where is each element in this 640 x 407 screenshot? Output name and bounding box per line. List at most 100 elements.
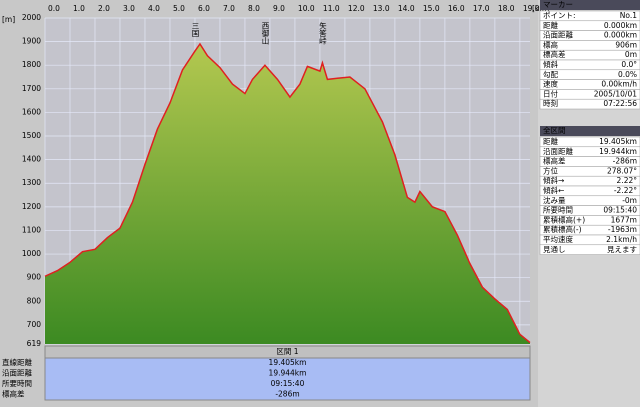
section-label: 沿面距離: [2, 368, 32, 378]
row-label: 距離: [543, 136, 558, 146]
row-value: 0.000km: [604, 31, 637, 40]
x-tick-label: 16.0: [448, 4, 465, 13]
row-label: 速度: [543, 79, 558, 89]
peak-label: 三国: [191, 22, 200, 38]
row-label: 累積標高(+): [543, 214, 585, 224]
y-tick-label: 1300: [22, 178, 41, 187]
y-tick-label: 1000: [22, 249, 41, 258]
x-tick-label: 12.0: [348, 4, 365, 13]
row-value: 19.405km: [599, 137, 637, 146]
x-tick-label: 15.0: [423, 4, 440, 13]
row-value: 1677m: [611, 215, 637, 224]
row-label: 平均速度: [543, 234, 573, 244]
section-value: -286m: [275, 390, 299, 399]
panel-title-bg: [540, 0, 640, 10]
x-tick-label: 11.0: [323, 4, 340, 13]
row-label: 沿面距離: [543, 30, 573, 40]
row-label: 沿面距離: [543, 146, 573, 156]
y-tick-label: 1500: [22, 131, 41, 140]
row-value: 0.00km/h: [601, 80, 637, 89]
x-tick-label: 9.0: [273, 4, 285, 13]
x-tick-label: 5.0: [173, 4, 185, 13]
x-tick-label: 3.0: [123, 4, 135, 13]
row-value: 2005/10/01: [594, 89, 637, 98]
row-value: 見えます: [607, 245, 637, 254]
x-tick-label: 17.0: [473, 4, 490, 13]
row-label: 傾斜←: [543, 185, 564, 195]
panel-row: [539, 98, 640, 110]
row-value: 0.000km: [604, 21, 637, 30]
row-value: -2.22°: [614, 186, 637, 195]
row-label: 傾斜→: [543, 175, 564, 185]
row-label: 方位: [543, 165, 558, 175]
peak-label: 西御山: [261, 22, 270, 46]
row-value: No.1: [620, 11, 637, 20]
section-label: 直線距離: [2, 357, 32, 367]
row-value: 278.07°: [607, 166, 637, 175]
y-tick-label: 1100: [22, 225, 41, 234]
row-value: -1963m: [608, 225, 637, 234]
x-tick-label: 8.0: [248, 4, 260, 13]
row-value: 2.1km/h: [606, 235, 637, 244]
row-label: 時刻: [543, 98, 558, 108]
x-tick-label: 13.0: [373, 4, 390, 13]
section-body: [44, 357, 531, 401]
y-tick-label: 1900: [22, 37, 41, 46]
x-tick-label: 10.0: [298, 4, 315, 13]
y-tick-label: 1800: [22, 60, 41, 69]
row-value: 0.0°: [621, 60, 637, 69]
row-value: 2.22°: [617, 176, 638, 185]
x-tick-label: 18.0: [498, 4, 515, 13]
x-tick-label: 1.0: [73, 4, 85, 13]
row-value: -0m: [622, 196, 637, 205]
row-label: 所要時間: [543, 205, 573, 215]
y-axis-label: [m]: [2, 15, 15, 24]
y-tick-label: 619: [27, 339, 42, 348]
row-value: 0m: [625, 50, 637, 59]
y-tick-label: 2000: [22, 13, 41, 22]
row-label: 見通し: [543, 244, 566, 254]
section-title: 区間 1: [276, 347, 298, 356]
y-tick-label: 1200: [22, 202, 41, 211]
row-label: ポイント:: [543, 11, 576, 20]
row-label: 勾配: [543, 69, 558, 79]
row-label: 標高差: [543, 156, 566, 166]
row-value: 07:22:56: [603, 99, 637, 108]
y-tick-label: 1700: [22, 84, 41, 93]
x-tick-label: 7.0: [223, 4, 235, 13]
row-value: 0.0%: [618, 70, 637, 79]
y-tick-label: 1600: [22, 107, 41, 116]
x-tick-label: 19.0: [523, 4, 540, 13]
section-label: 標高差: [2, 389, 25, 399]
row-value: 19.944km: [599, 147, 637, 156]
y-tick-label: 1400: [22, 155, 41, 164]
x-tick-label: 0.0: [48, 4, 60, 13]
row-value: 09:15:40: [603, 206, 637, 215]
section-value: 19.944km: [269, 369, 307, 378]
profile-area: [45, 43, 530, 345]
y-tick-label: 800: [27, 296, 42, 305]
section-value: 19.405km: [269, 358, 307, 367]
x-tick-label: 4.0: [148, 4, 160, 13]
y-tick-label: 900: [27, 273, 42, 282]
row-label: 累積標高(-): [543, 224, 582, 234]
row-label: 日付: [543, 88, 558, 98]
peak-label: 矢筈峠: [318, 21, 327, 46]
row-value: -286m: [613, 157, 637, 166]
section-label: 所要時間: [2, 378, 32, 388]
row-label: 距離: [543, 20, 558, 30]
row-label: 標高差: [543, 49, 566, 59]
x-tick-label: 6.0: [198, 4, 210, 13]
row-label: 沈み量: [543, 195, 566, 205]
x-tick-label: 2.0: [98, 4, 110, 13]
x-tick-label: 14.0: [398, 4, 415, 13]
y-tick-label: 700: [27, 320, 42, 329]
row-value: 906m: [615, 40, 637, 49]
profile-line: [44, 42, 531, 344]
section-value: 09:15:40: [271, 379, 305, 388]
row-label: 標高: [543, 39, 558, 49]
panel-title-bg: [540, 126, 640, 136]
panel-row: [539, 244, 640, 255]
